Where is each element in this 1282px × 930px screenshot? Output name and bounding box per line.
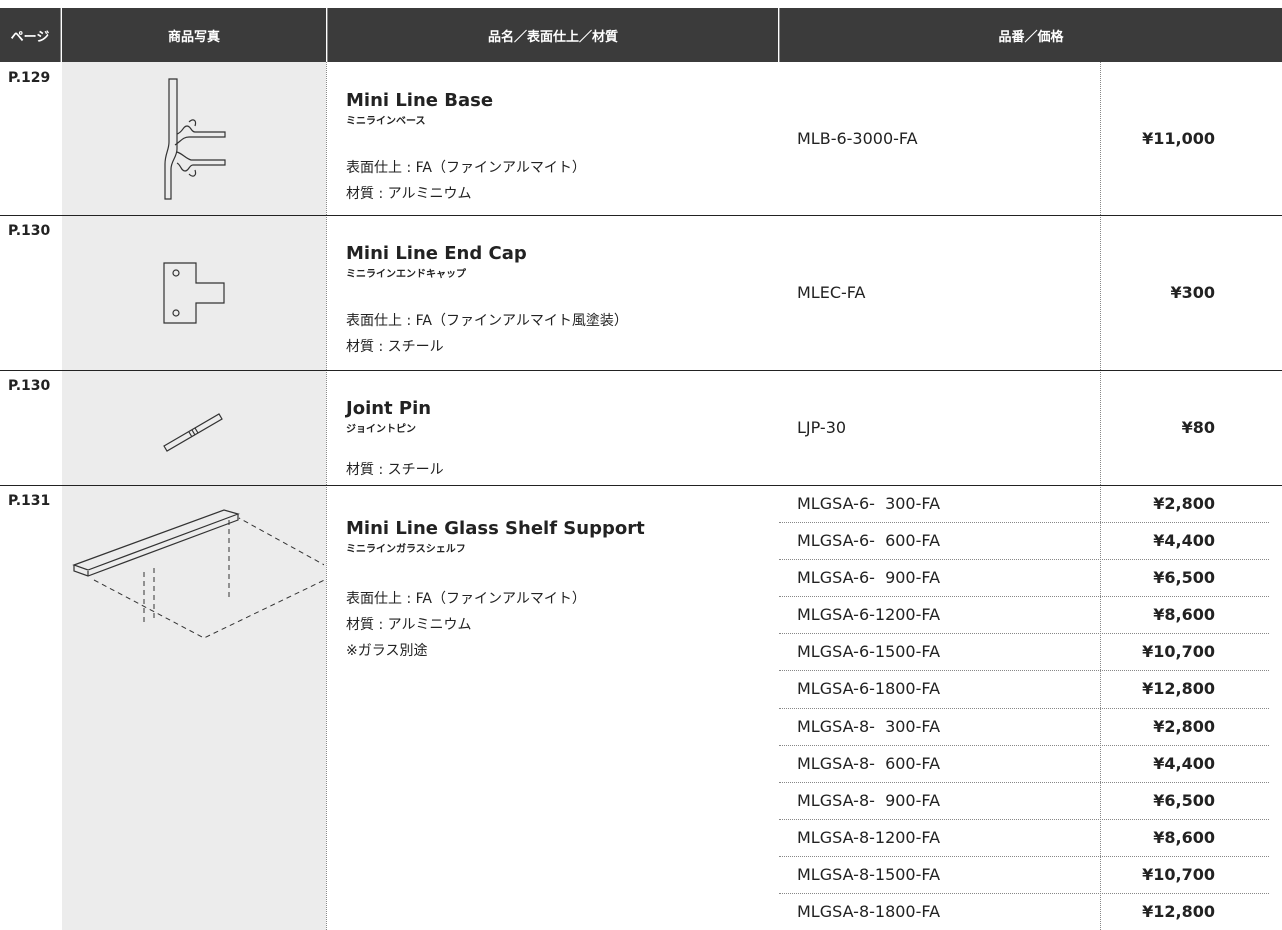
product-name-ja: ミニラインガラスシェルフ: [346, 544, 466, 555]
product-detail: 材質 : スチール: [346, 462, 444, 478]
product-name: Mini Line Base: [346, 90, 494, 111]
price: ¥300: [1170, 283, 1215, 302]
item-divider: [779, 855, 1269, 857]
product-detail: 材質 : スチール: [346, 339, 444, 355]
page-ref: P.130: [8, 378, 51, 394]
part-number: MLGSA-6-1500-FA: [797, 642, 941, 662]
row-divider: [0, 485, 1282, 486]
product-name-ja: ミニラインエンドキャップ: [346, 269, 466, 280]
part-number: MLGSA-6-1200-FA: [797, 605, 941, 625]
price: ¥6,500: [1153, 568, 1215, 588]
price: ¥4,400: [1153, 531, 1215, 551]
photo-cell: [62, 485, 326, 930]
part-number: MLB-6-3000-FA: [797, 129, 918, 148]
item-divider: [779, 781, 1269, 783]
product-name-ja: ミニラインベース: [346, 116, 426, 127]
product-detail: 材質 : アルミニウム: [346, 186, 472, 202]
product-name: Joint Pin: [346, 398, 432, 419]
price: ¥6,500: [1153, 790, 1215, 810]
page-ref: P.130: [8, 223, 51, 239]
price: ¥12,800: [1142, 679, 1215, 699]
item-divider: [779, 596, 1269, 598]
part-number: LJP-30: [797, 418, 847, 437]
header-cell: ページ: [0, 8, 61, 62]
row-divider: [0, 370, 1282, 371]
product-detail: 表面仕上 : FA（ファインアルマイト）: [346, 591, 586, 607]
photo-cell: [62, 62, 326, 215]
product-image: [62, 485, 326, 665]
product-image: [62, 62, 326, 215]
price: ¥2,800: [1153, 494, 1215, 514]
product-detail: 表面仕上 : FA（ファインアルマイト風塗装）: [346, 313, 628, 329]
item-divider: [779, 633, 1269, 635]
part-number: MLGSA-6- 300-FA: [797, 494, 941, 514]
part-number: MLGSA-6- 600-FA: [797, 531, 941, 551]
column-divider: [1100, 62, 1101, 215]
price: ¥2,800: [1153, 716, 1215, 736]
product-detail: ※ガラス別途: [346, 643, 428, 659]
price: ¥8,600: [1153, 827, 1215, 847]
price: ¥12,800: [1142, 901, 1215, 921]
item-divider: [779, 744, 1269, 746]
column-divider: [1100, 215, 1101, 370]
part-number: MLGSA-8-1200-FA: [797, 827, 941, 847]
column-divider: [326, 485, 327, 930]
part-number: MLEC-FA: [797, 283, 866, 302]
product-detail: 表面仕上 : FA（ファインアルマイト）: [346, 160, 586, 176]
item-divider: [779, 818, 1269, 820]
product-detail: 材質 : アルミニウム: [346, 617, 472, 633]
part-number: MLGSA-8- 600-FA: [797, 753, 941, 773]
part-number: MLGSA-8-1800-FA: [797, 901, 941, 921]
product-image: [62, 370, 326, 485]
price: ¥11,000: [1142, 129, 1215, 148]
item-divider: [779, 559, 1269, 561]
column-divider: [1100, 370, 1101, 485]
part-number: MLGSA-6-1800-FA: [797, 679, 941, 699]
product-image: [62, 215, 326, 370]
part-number: MLGSA-6- 900-FA: [797, 568, 941, 588]
item-divider: [779, 707, 1269, 709]
price: ¥10,700: [1142, 642, 1215, 662]
page-ref: P.131: [8, 493, 51, 509]
photo-cell: [62, 215, 326, 370]
header-cell: 品名／表面仕上／材質: [327, 8, 778, 62]
price: ¥80: [1181, 418, 1215, 437]
product-name: Mini Line End Cap: [346, 243, 527, 264]
page-ref: P.129: [8, 70, 51, 86]
item-divider: [779, 522, 1269, 524]
part-number: MLGSA-8- 300-FA: [797, 716, 941, 736]
price: ¥10,700: [1142, 864, 1215, 884]
item-divider: [779, 670, 1269, 672]
header-cell: 商品写真: [62, 8, 326, 62]
row-divider: [0, 215, 1282, 216]
column-divider: [326, 62, 327, 215]
column-divider: [326, 215, 327, 370]
part-number: MLGSA-8- 900-FA: [797, 790, 941, 810]
product-name: Mini Line Glass Shelf Support: [346, 518, 645, 539]
column-divider: [326, 370, 327, 485]
header-cell: 品番／価格: [779, 8, 1282, 62]
part-number: MLGSA-8-1500-FA: [797, 864, 941, 884]
item-divider: [779, 892, 1269, 894]
price: ¥4,400: [1153, 753, 1215, 773]
price: ¥8,600: [1153, 605, 1215, 625]
product-name-ja: ジョイントピン: [346, 424, 416, 435]
